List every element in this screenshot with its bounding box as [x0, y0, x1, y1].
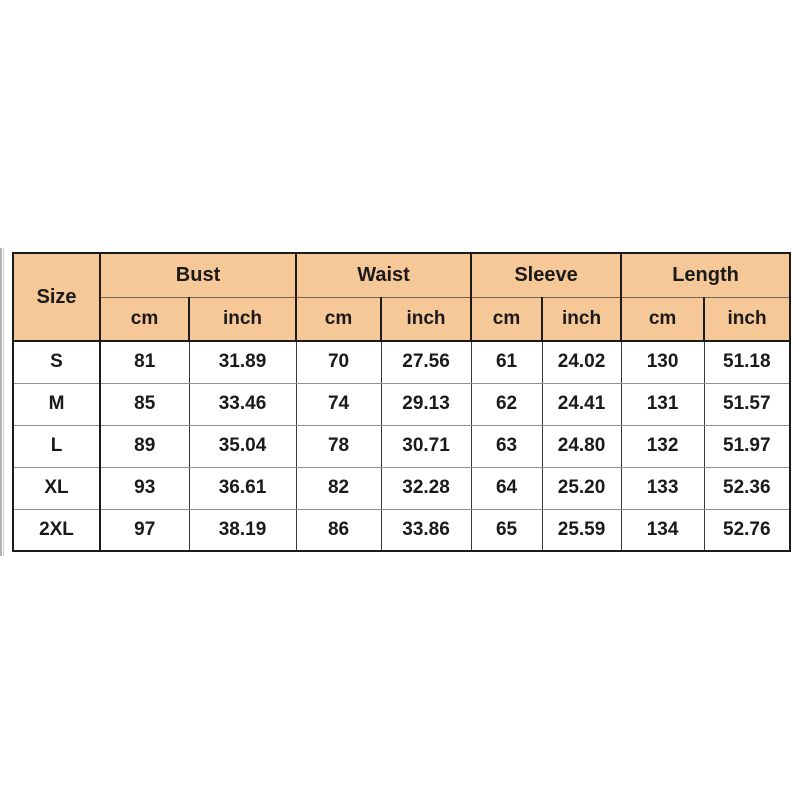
cell-length-cm: 131 — [620, 382, 705, 426]
left-edge-artifact — [0, 248, 4, 556]
unit-header-waist-cm: cm — [295, 296, 383, 342]
cell-bust-inch: 33.46 — [188, 382, 297, 426]
unit-header-row: cm inch cm inch cm inch cm inch — [13, 296, 792, 342]
cell-bust-inch: 38.19 — [188, 508, 297, 552]
cell-sleeve-inch: 24.02 — [541, 340, 622, 384]
cell-bust-inch: 31.89 — [188, 340, 297, 384]
cell-length-cm: 132 — [620, 424, 705, 468]
table-row-m: M 85 33.46 74 29.13 62 24.41 131 51.57 — [12, 382, 791, 426]
unit-header-waist-inch: inch — [380, 296, 473, 342]
table-row-2xl: 2XL 97 38.19 86 33.86 65 25.59 134 52.76 — [12, 508, 791, 552]
row-size-label: L — [12, 424, 101, 468]
unit-header-length-cm: cm — [620, 296, 706, 342]
cell-length-inch: 51.18 — [703, 340, 791, 384]
group-header-length: Length — [620, 253, 792, 298]
cell-waist-inch: 27.56 — [380, 340, 472, 384]
cell-waist-cm: 78 — [295, 424, 382, 468]
cell-length-inch: 52.76 — [703, 508, 791, 552]
row-size-label: M — [12, 382, 101, 426]
cell-waist-cm: 82 — [295, 466, 382, 510]
cell-sleeve-cm: 61 — [470, 340, 543, 384]
row-size-label: 2XL — [12, 508, 101, 552]
cell-bust-cm: 81 — [99, 340, 190, 384]
cell-sleeve-inch: 24.41 — [541, 382, 622, 426]
unit-header-bust-cm: cm — [99, 296, 190, 342]
unit-header-bust-inch: inch — [187, 296, 298, 342]
row-size-label: XL — [12, 466, 101, 510]
cell-length-cm: 133 — [620, 466, 705, 510]
cell-bust-cm: 93 — [99, 466, 190, 510]
cell-waist-inch: 29.13 — [380, 382, 472, 426]
cell-sleeve-cm: 63 — [470, 424, 543, 468]
cell-waist-inch: 32.28 — [380, 466, 472, 510]
cell-length-inch: 51.97 — [703, 424, 791, 468]
cell-waist-cm: 70 — [295, 340, 382, 384]
table-row-l: L 89 35.04 78 30.71 63 24.80 132 51.97 — [12, 424, 791, 468]
group-header-sleeve: Sleeve — [470, 253, 623, 298]
cell-length-inch: 52.36 — [703, 466, 791, 510]
group-header-bust: Bust — [98, 253, 298, 298]
cell-waist-inch: 33.86 — [380, 508, 472, 552]
cell-sleeve-inch: 24.80 — [541, 424, 622, 468]
unit-header-sleeve-inch: inch — [541, 296, 623, 342]
cell-waist-cm: 86 — [295, 508, 382, 552]
unit-header-length-inch: inch — [703, 296, 792, 342]
cell-waist-cm: 74 — [295, 382, 382, 426]
table-row-s: S 81 31.89 70 27.56 61 24.02 130 51.18 — [12, 340, 791, 384]
table-row-xl: XL 93 36.61 82 32.28 64 25.20 133 52.36 — [12, 466, 791, 510]
cell-length-cm: 134 — [620, 508, 705, 552]
cell-length-inch: 51.57 — [703, 382, 791, 426]
group-header-row: Size Bust Waist Sleeve Length — [13, 253, 792, 342]
cell-bust-inch: 36.61 — [188, 466, 297, 510]
row-size-label: S — [12, 340, 101, 384]
cell-waist-inch: 30.71 — [380, 424, 472, 468]
cell-bust-cm: 97 — [99, 508, 190, 552]
cell-sleeve-inch: 25.59 — [541, 508, 622, 552]
group-header-waist: Waist — [295, 253, 473, 298]
unit-header-sleeve-cm: cm — [470, 296, 544, 342]
size-chart-table: Size Bust Waist Sleeve Length cm inch cm… — [12, 252, 792, 552]
cell-sleeve-inch: 25.20 — [541, 466, 622, 510]
size-column-header: Size — [13, 253, 101, 342]
cell-sleeve-cm: 65 — [470, 508, 543, 552]
cell-length-cm: 130 — [620, 340, 705, 384]
cell-bust-cm: 85 — [99, 382, 190, 426]
cell-sleeve-cm: 62 — [470, 382, 543, 426]
cell-bust-inch: 35.04 — [188, 424, 297, 468]
cell-bust-cm: 89 — [99, 424, 190, 468]
cell-sleeve-cm: 64 — [470, 466, 543, 510]
